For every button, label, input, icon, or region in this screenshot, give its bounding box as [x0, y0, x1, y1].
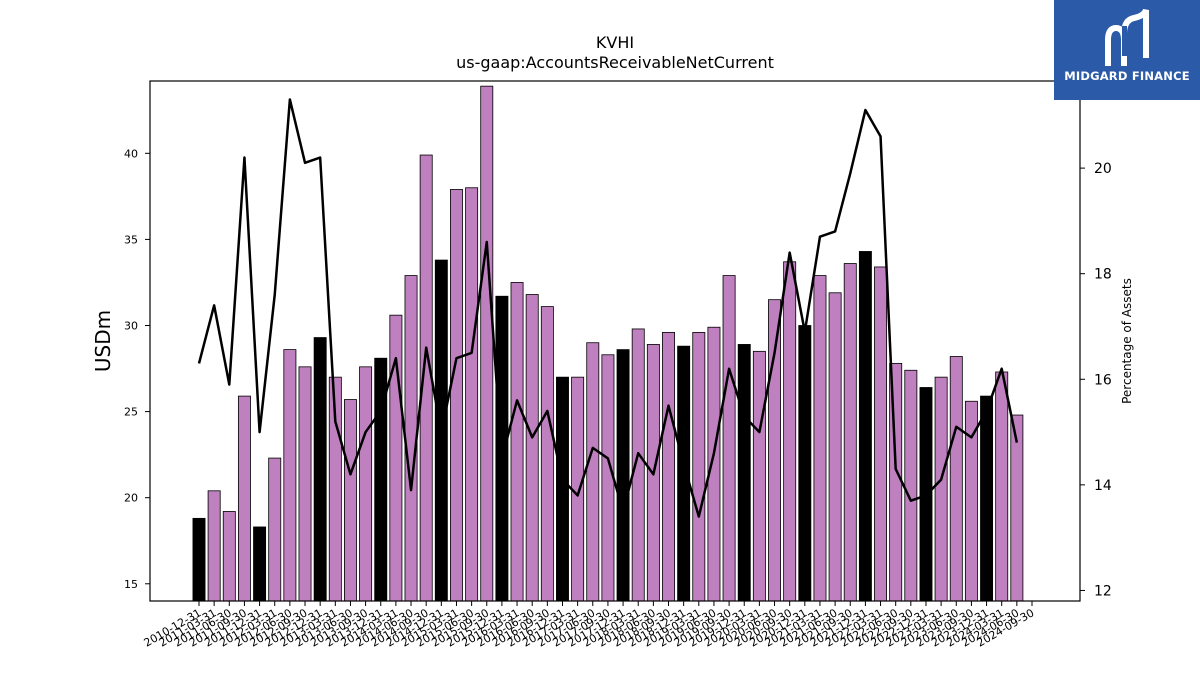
y-tick-label: 35 — [124, 233, 138, 246]
y-tick-label: 25 — [124, 406, 138, 419]
y-tick-label: 40 — [124, 147, 138, 160]
bar-2021-09-30 — [843, 263, 857, 602]
bar-2019-09-30 — [722, 275, 736, 602]
percentage-line — [197, 98, 1019, 518]
y-axis-left: 15 20 25 30 35 40 — [124, 147, 150, 591]
x-axis: 2010-12-312011-03-312011-06-302011-09-30… — [142, 601, 1037, 650]
bar-2024-06-30 — [1010, 414, 1024, 602]
bar-2013-09-30 — [359, 366, 373, 602]
bar-2017-03-31 — [571, 376, 585, 602]
bar-2022-09-30 — [904, 369, 918, 602]
bar-2015-03-31 — [450, 189, 463, 602]
bar-2014-06-30 — [404, 275, 418, 602]
bar-2021-03-31 — [813, 275, 827, 602]
bar-2013-06-30 — [343, 399, 357, 602]
y-axis-right: 12 14 16 18 20 — [1080, 161, 1112, 599]
bar-2019-03-31 — [692, 331, 706, 602]
bar-2016-03-31 — [510, 282, 524, 602]
bar-group — [192, 85, 1024, 602]
bar-2022-03-31 — [874, 266, 888, 602]
bar-2016-06-30 — [525, 294, 539, 602]
y2-tick-label: 20 — [1094, 161, 1112, 177]
bar-2021-06-30 — [828, 292, 842, 602]
bar-2011-12-31 — [253, 526, 267, 602]
bar-2019-12-31 — [737, 344, 751, 602]
bar-2012-12-31 — [313, 337, 327, 602]
y2-axis-label: Percentage of Assets — [1120, 278, 1134, 404]
bar-2024-03-31 — [995, 371, 1009, 602]
y-tick-label: 15 — [124, 578, 138, 591]
bar-2023-03-31 — [934, 376, 948, 602]
bar-2017-06-30 — [586, 342, 600, 602]
bar-2020-12-31 — [798, 325, 812, 602]
y2-tick-label: 14 — [1094, 478, 1112, 494]
bar-2010-12-31 — [192, 517, 206, 602]
y-tick-label: 30 — [124, 320, 138, 333]
brand-logo: MIDGARD FINANCE — [1054, 0, 1200, 100]
bar-2012-06-30 — [283, 349, 297, 602]
bar-2011-03-31 — [207, 490, 221, 602]
bar-2015-09-30 — [480, 85, 494, 602]
bar-2020-03-31 — [752, 350, 766, 602]
plot-frame — [149, 80, 1081, 602]
bar-2012-03-31 — [268, 457, 282, 602]
bar-2011-09-30 — [237, 395, 251, 602]
bar-2019-06-30 — [707, 326, 721, 602]
bar-2011-06-30 — [222, 511, 236, 602]
midgard-m-logo-icon — [1105, 8, 1149, 66]
bar-2020-09-30 — [783, 261, 797, 602]
bar-2016-12-31 — [556, 376, 569, 602]
y2-tick-label: 12 — [1094, 583, 1112, 599]
bar-2017-09-30 — [601, 354, 615, 602]
y2-tick-label: 16 — [1094, 372, 1112, 388]
bar-2018-12-31 — [677, 345, 691, 602]
brand-name: MIDGARD FINANCE — [1064, 69, 1190, 83]
chart-subtitle: us-gaap:AccountsReceivableNetCurrent — [456, 53, 774, 72]
y2-tick-label: 18 — [1094, 267, 1112, 283]
bar-2018-09-30 — [662, 331, 675, 602]
bar-2015-06-30 — [465, 187, 479, 602]
chart-title: KVHI — [596, 33, 634, 52]
bar-2012-09-30 — [298, 366, 312, 602]
bar-2023-12-31 — [980, 395, 994, 602]
bar-2017-12-31 — [616, 349, 630, 602]
bar-2021-12-31 — [858, 251, 872, 602]
y-tick-label: 20 — [124, 492, 138, 505]
bar-2023-06-30 — [949, 356, 963, 602]
y-axis-label: USDm — [91, 310, 115, 372]
bar-2016-09-30 — [540, 306, 554, 602]
